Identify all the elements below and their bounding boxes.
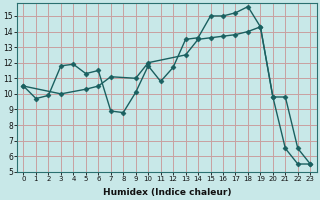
X-axis label: Humidex (Indice chaleur): Humidex (Indice chaleur) — [103, 188, 231, 197]
